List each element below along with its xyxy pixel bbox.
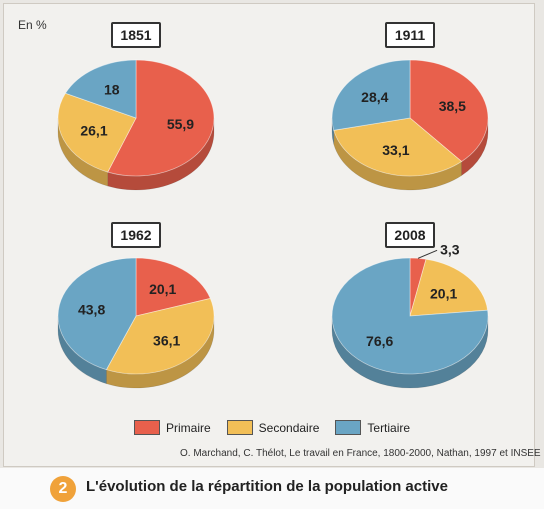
pie-1911-label-secondaire: 33,1 [382, 142, 409, 158]
pie-2008-label-secondaire: 20,1 [430, 286, 457, 302]
pie-2008-leader-line [417, 249, 438, 259]
figure-caption: L'évolution de la répartition de la popu… [86, 478, 448, 495]
legend-label-secondaire: Secondaire [258, 420, 320, 435]
pie-charts: 55,9 26,1 18 38,5 33,1 28,4 20,1 36,1 43,8 3,3 20,… [57, 59, 489, 389]
pie-1911: 38,5 33,1 28,4 [331, 59, 489, 191]
pie-1962-label-tertiaire: 43,8 [78, 301, 105, 317]
pie-1851-label-secondaire: 26,1 [80, 122, 107, 138]
pie-1911-slice-secondaire [333, 117, 463, 177]
pie-2008-slice-secondaire [409, 258, 489, 317]
year-label-1851: 1851 [111, 22, 161, 48]
year-label-1911: 1911 [385, 22, 435, 48]
source-citation: O. Marchand, C. Thélot, Le travail en Fr… [180, 448, 541, 459]
pie-1962-label-primaire: 20,1 [149, 281, 176, 297]
figure-number-badge: 2 [50, 476, 76, 502]
pie-1851-slice-tertiaire [64, 59, 137, 119]
pie-1851-slice-secondaire [57, 92, 137, 173]
caption-bar [0, 468, 544, 509]
pie-1911-label-tertiaire: 28,4 [361, 89, 388, 105]
pie-1851-label-primaire: 55,9 [167, 116, 194, 132]
pie-1911-slice-tertiaire [331, 59, 411, 131]
pie-1851: 55,9 26,1 18 [57, 59, 215, 191]
year-label-2008: 2008 [385, 222, 435, 248]
legend-swatch-secondaire [226, 420, 253, 435]
year-label-1962: 1962 [111, 222, 161, 248]
pie-2008: 3,3 20,1 76,6 [331, 241, 489, 389]
pie-1851-slice-primaire [107, 59, 215, 177]
pie-2008-label-primaire: 3,3 [440, 241, 460, 257]
pie-2008-slice-tertiaire [331, 257, 489, 375]
legend-label-primaire: Primaire [166, 420, 211, 435]
legend: Primaire Secondaire Tertiaire [134, 420, 410, 435]
pie-1962: 20,1 36,1 43,8 [57, 257, 215, 389]
legend-item-secondaire: Secondaire [226, 420, 320, 435]
pie-1962-slice-tertiaire [57, 257, 137, 371]
pie-2008-label-tertiaire: 76,6 [366, 333, 393, 349]
legend-swatch-primaire [134, 420, 160, 435]
pie-1962-slice-primaire [135, 257, 211, 317]
unit-label: En % [18, 18, 47, 32]
pie-1962-slice-secondaire [105, 297, 215, 375]
legend-item-tertiaire: Tertiaire [335, 420, 410, 435]
pie-1851-label-tertiaire: 18 [104, 82, 120, 98]
pie-1911-label-primaire: 38,5 [439, 98, 466, 114]
pie-1911-slice-primaire [409, 59, 489, 163]
pie-1962-label-secondaire: 36,1 [153, 333, 180, 349]
legend-label-tertiaire: Tertiaire [367, 420, 411, 435]
legend-item-primaire: Primaire [134, 420, 211, 435]
legend-swatch-tertiaire [335, 420, 362, 435]
